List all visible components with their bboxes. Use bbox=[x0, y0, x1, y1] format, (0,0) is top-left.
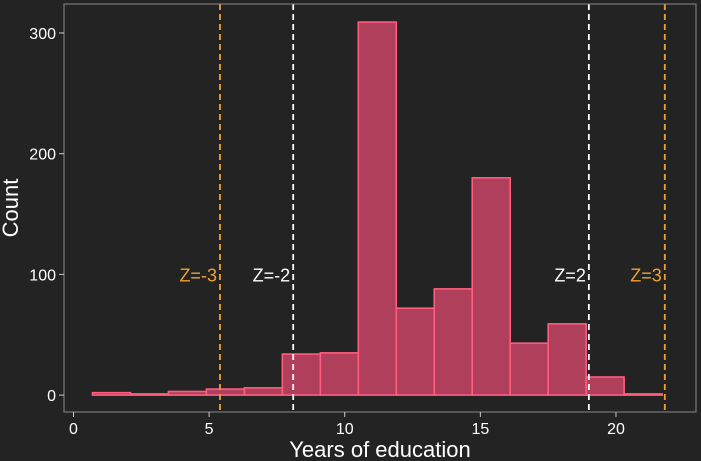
x-tick-label-1: 5 bbox=[205, 421, 214, 438]
histogram-bar-14 bbox=[623, 393, 663, 396]
histogram-bar-12 bbox=[547, 323, 587, 396]
histogram-bar-9 bbox=[433, 288, 474, 396]
bars-group bbox=[91, 21, 663, 396]
x-tick-label-2: 10 bbox=[336, 421, 354, 438]
y-tick-label-3: 300 bbox=[29, 26, 56, 43]
histogram-bar-1 bbox=[129, 393, 170, 396]
y-tick-label-1: 100 bbox=[29, 267, 56, 284]
x-tick-label-3: 15 bbox=[471, 421, 489, 438]
x-tick-label-0: 0 bbox=[69, 421, 78, 438]
histogram-bar-5 bbox=[281, 353, 322, 396]
y-axis-title: Count bbox=[0, 179, 23, 238]
histogram-bar-13 bbox=[585, 376, 625, 396]
y-tick-label-0: 0 bbox=[47, 388, 56, 405]
histogram-bar-10 bbox=[471, 177, 511, 396]
x-axis: 0 5 10 15 20 bbox=[69, 412, 625, 438]
x-tick-label-4: 20 bbox=[607, 421, 625, 438]
histogram-bar-3 bbox=[205, 388, 246, 396]
reference-label-3: Z=3 bbox=[630, 265, 662, 285]
reference-label-2: Z=2 bbox=[554, 265, 586, 285]
y-axis: 0 100 200 300 bbox=[29, 26, 64, 405]
reference-label-1: Z=-2 bbox=[253, 265, 291, 285]
histogram-bar-11 bbox=[509, 342, 549, 396]
histogram-bar-2 bbox=[167, 390, 208, 396]
histogram-bar-6 bbox=[319, 352, 360, 396]
y-tick-label-2: 200 bbox=[29, 147, 56, 164]
histogram-bar-7 bbox=[357, 21, 398, 396]
histogram-bar-0 bbox=[91, 391, 132, 396]
x-axis-title: Years of education bbox=[289, 437, 470, 461]
panel-border bbox=[63, 3, 697, 413]
histogram-bar-8 bbox=[395, 307, 436, 396]
reference-label-0: Z=-3 bbox=[179, 265, 217, 285]
histogram-bar-4 bbox=[243, 387, 284, 396]
reference-lines-group: Z=-3 Z=-2 Z=2 Z=3 bbox=[179, 4, 666, 412]
